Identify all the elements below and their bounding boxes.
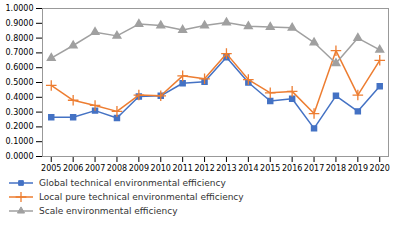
svg-text:0.4000: 0.4000 xyxy=(6,93,34,102)
svg-text:2018: 2018 xyxy=(326,164,346,173)
svg-text:2006: 2006 xyxy=(63,164,83,173)
svg-text:0.5000: 0.5000 xyxy=(6,78,34,87)
svg-text:2011: 2011 xyxy=(172,164,192,173)
svg-text:2013: 2013 xyxy=(216,164,236,173)
svg-text:0.9000: 0.9000 xyxy=(6,19,34,28)
svg-text:2015: 2015 xyxy=(260,164,280,173)
svg-text:0.0000: 0.0000 xyxy=(6,152,34,161)
svg-text:0.1000: 0.1000 xyxy=(6,137,34,146)
svg-text:1.0000: 1.0000 xyxy=(6,4,34,13)
svg-text:2012: 2012 xyxy=(194,164,214,173)
svg-text:2019: 2019 xyxy=(348,164,368,173)
svg-text:0.7000: 0.7000 xyxy=(6,48,34,57)
svg-text:0.3000: 0.3000 xyxy=(6,108,34,117)
svg-text:2005: 2005 xyxy=(41,164,61,173)
svg-text:2017: 2017 xyxy=(304,164,324,173)
svg-text:0.8000: 0.8000 xyxy=(6,34,34,43)
svg-text:2007: 2007 xyxy=(85,164,105,173)
svg-text:0.2000: 0.2000 xyxy=(6,122,34,131)
svg-text:2008: 2008 xyxy=(107,164,127,173)
svg-text:2020: 2020 xyxy=(370,164,390,173)
svg-text:0.6000: 0.6000 xyxy=(6,63,34,72)
html-text:Scale environmental efficiency: Scale environmental efficiency xyxy=(39,206,178,216)
svg-text:2010: 2010 xyxy=(151,164,171,173)
html-text:Local pure technical environme: Local pure technical environmental effic… xyxy=(39,192,244,202)
svg-text:2014: 2014 xyxy=(238,164,258,173)
html-text:Global technical environmental: Global technical environmental efficienc… xyxy=(39,178,226,188)
svg-text:2009: 2009 xyxy=(129,164,149,173)
svg-text:2016: 2016 xyxy=(282,164,302,173)
